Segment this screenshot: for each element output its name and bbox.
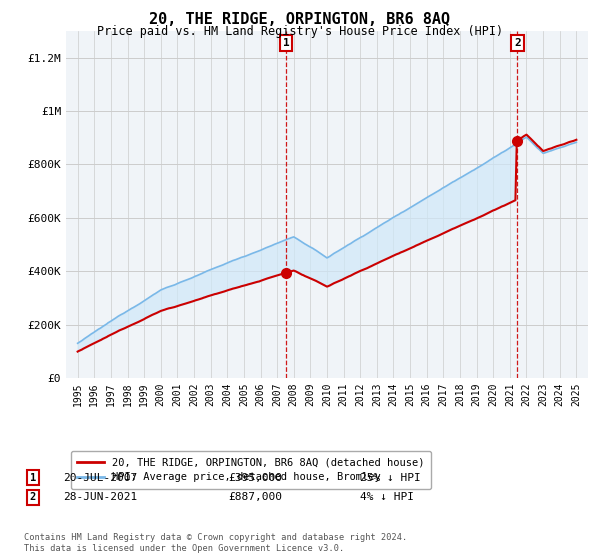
Text: 2: 2 [514,38,521,48]
Text: Contains HM Land Registry data © Crown copyright and database right 2024.
This d: Contains HM Land Registry data © Crown c… [24,533,407,553]
Text: £395,000: £395,000 [228,473,282,483]
Text: 25% ↓ HPI: 25% ↓ HPI [360,473,421,483]
Text: 28-JUN-2021: 28-JUN-2021 [63,492,137,502]
Text: 2: 2 [30,492,36,502]
Legend: 20, THE RIDGE, ORPINGTON, BR6 8AQ (detached house), HPI: Average price, detached: 20, THE RIDGE, ORPINGTON, BR6 8AQ (detac… [71,451,431,489]
Text: 20, THE RIDGE, ORPINGTON, BR6 8AQ: 20, THE RIDGE, ORPINGTON, BR6 8AQ [149,12,451,27]
Text: 1: 1 [283,38,290,48]
Text: 1: 1 [30,473,36,483]
Text: £887,000: £887,000 [228,492,282,502]
Text: 4% ↓ HPI: 4% ↓ HPI [360,492,414,502]
Text: 20-JUL-2007: 20-JUL-2007 [63,473,137,483]
Text: Price paid vs. HM Land Registry's House Price Index (HPI): Price paid vs. HM Land Registry's House … [97,25,503,38]
